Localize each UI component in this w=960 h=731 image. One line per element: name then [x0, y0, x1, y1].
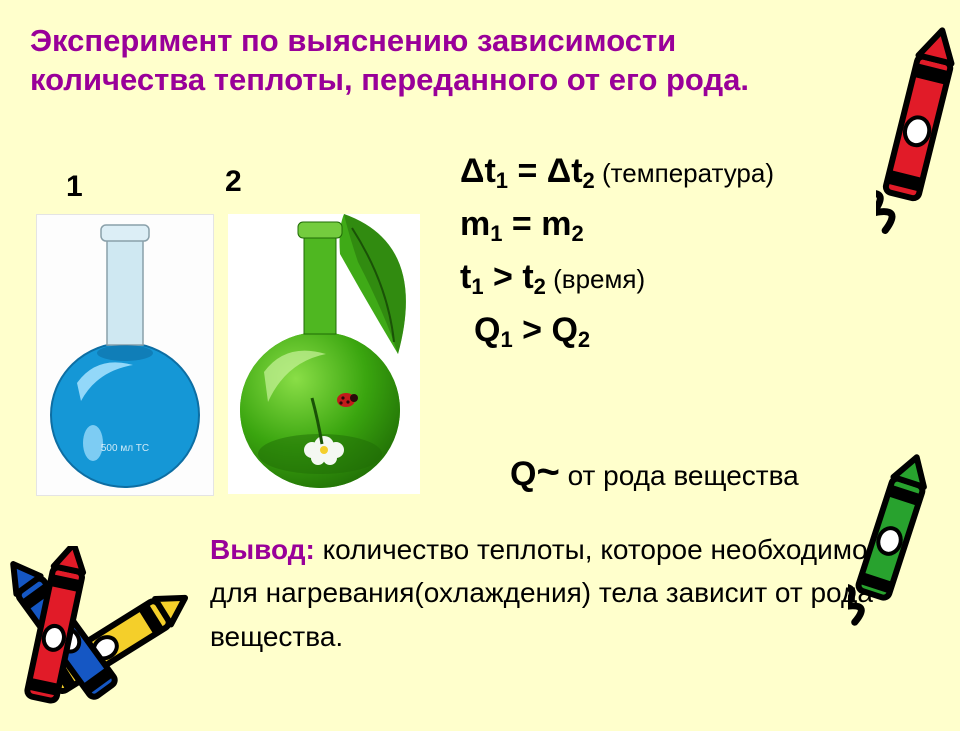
formula-mass: m1 = m2 [460, 205, 940, 244]
formula-block: Δt1 = Δt2 (температура) m1 = m2 t1 > t2 … [460, 152, 940, 364]
flask-2-image [228, 214, 420, 494]
conclusion-text: Вывод: количество теплоты, которое необх… [210, 528, 910, 658]
crayon-icon-top-right [876, 22, 960, 242]
formula-time: t1 > t2 (время) [460, 258, 940, 297]
formula-heat: Q1 > Q2 [474, 311, 940, 350]
flask-label-2: 2 [225, 165, 242, 199]
flask-1-image: 500 мл ТС [36, 214, 214, 496]
formula-proportional: Q~ от рода вещества [510, 450, 799, 495]
flask-label-1: 1 [66, 170, 83, 204]
crayon-icon-bottom-left [0, 546, 194, 726]
formula-temperature: Δt1 = Δt2 (температура) [460, 152, 940, 191]
slide-heading: Эксперимент по выяснению зависимости кол… [30, 22, 790, 100]
svg-text:500 мл ТС: 500 мл ТС [101, 443, 149, 454]
crayon-icon-bottom-right [848, 450, 938, 630]
